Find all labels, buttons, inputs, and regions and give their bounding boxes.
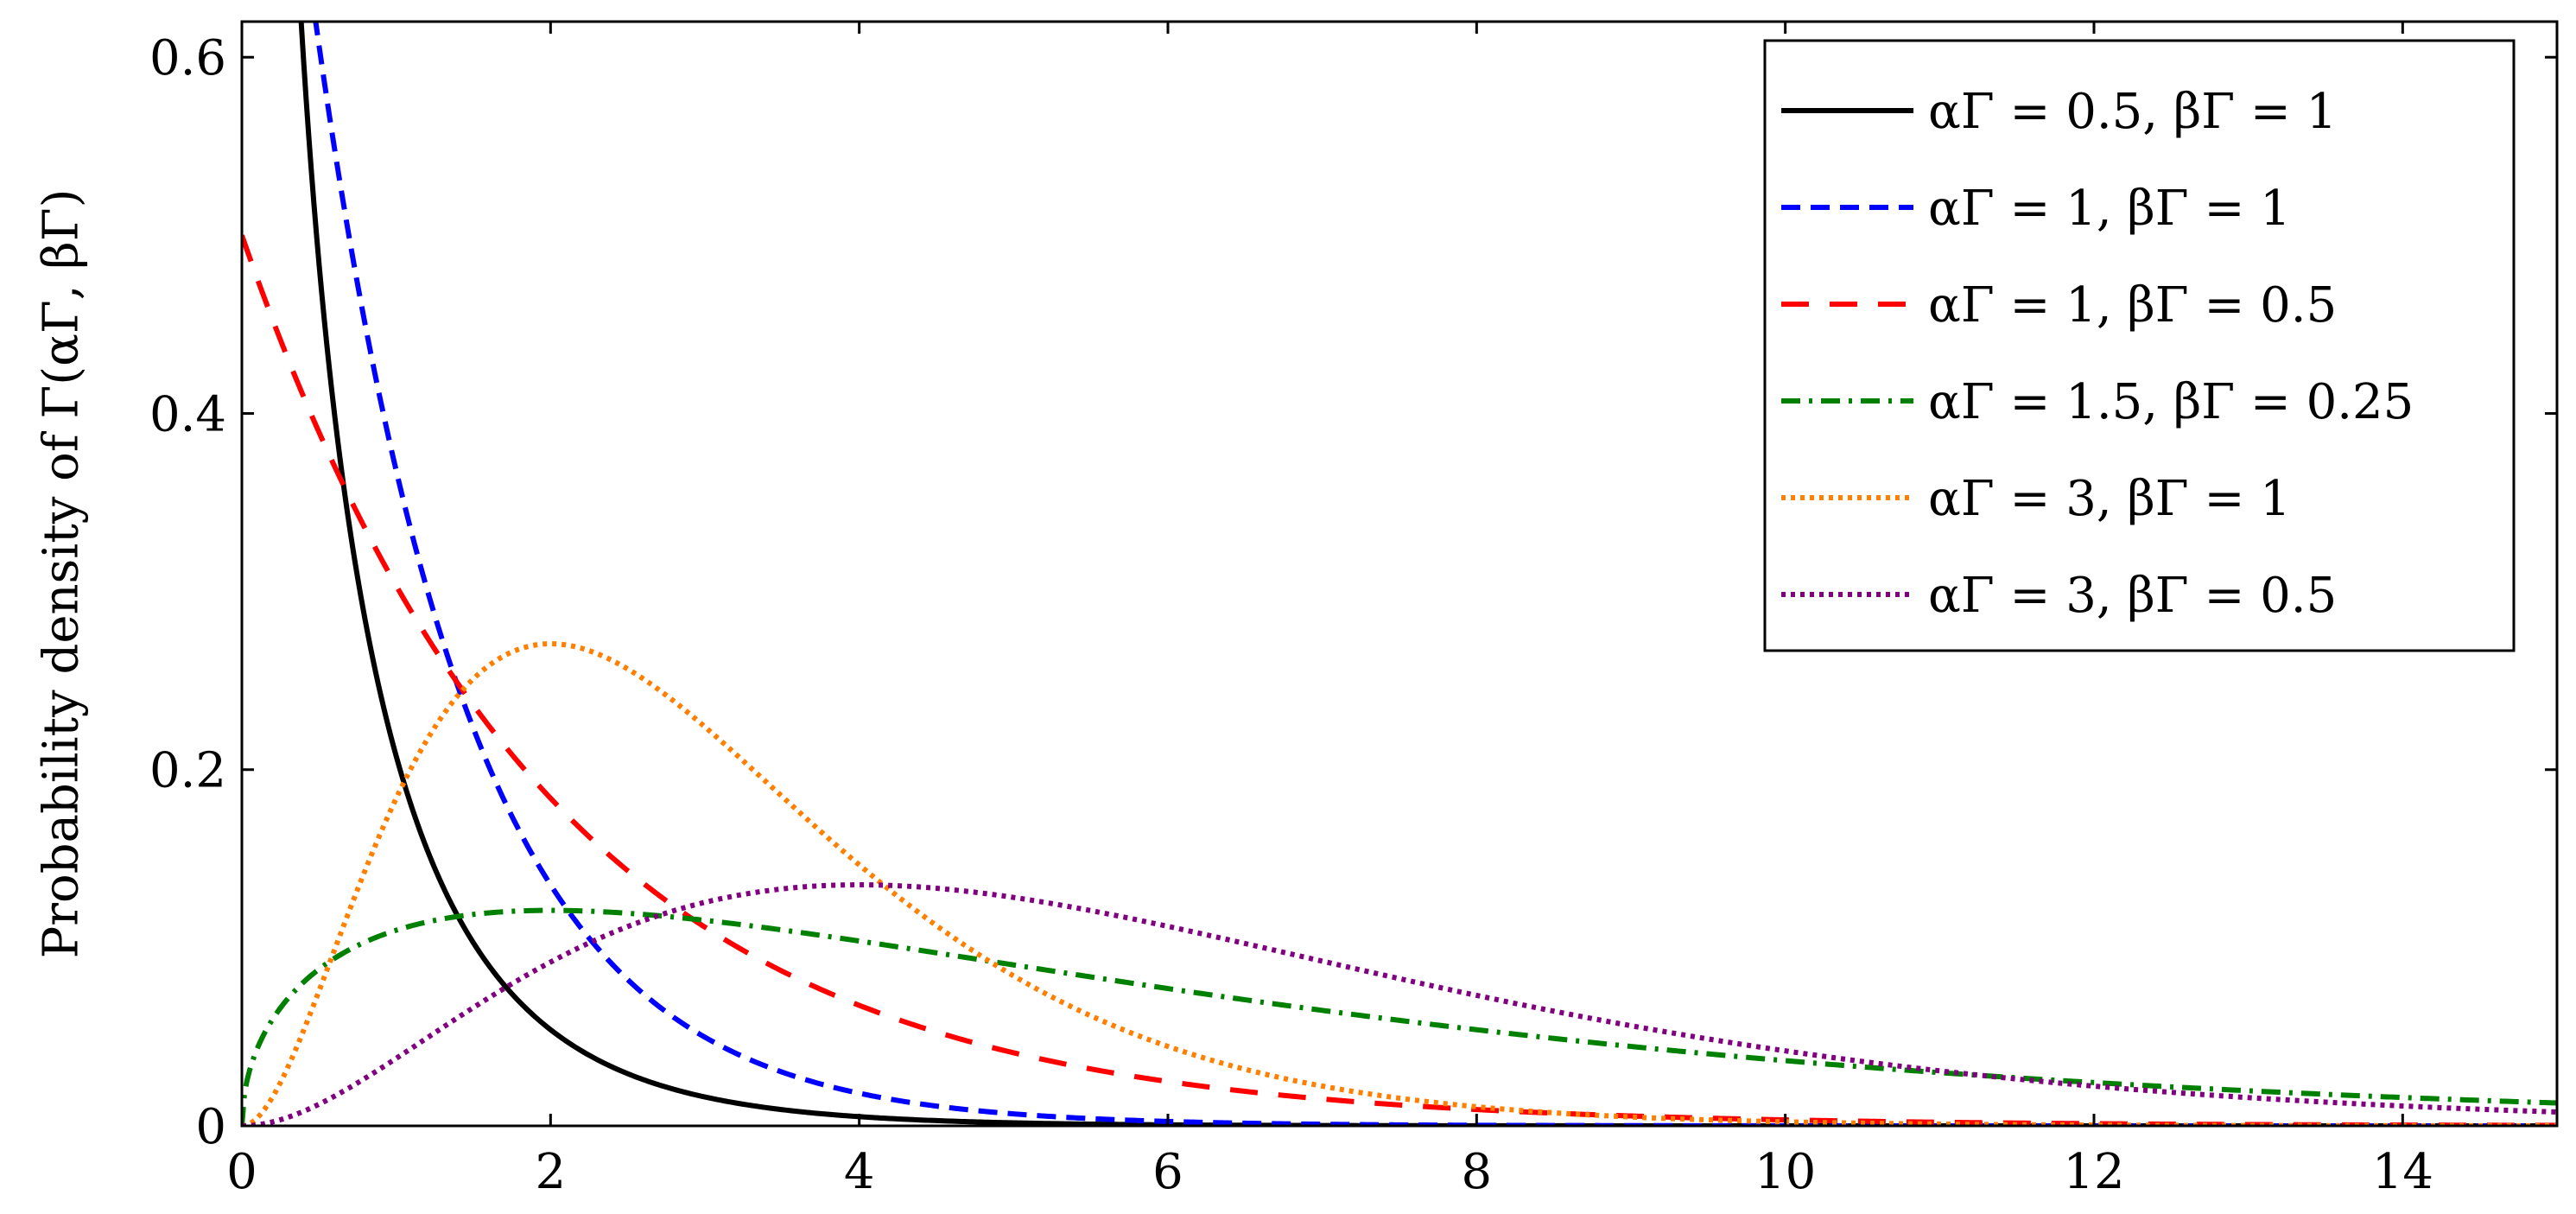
legend-box <box>1763 39 2516 652</box>
y-tick-label: 0.2 <box>149 743 226 799</box>
x-tick-label: 8 <box>1462 1144 1493 1200</box>
legend-label-1: αΓ = 0.5, βΓ = 1 <box>1928 84 2337 140</box>
x-tick-label: 12 <box>2063 1144 2124 1200</box>
legend-label-6: αΓ = 3, βΓ = 0.5 <box>1928 568 2337 624</box>
series-line-3 <box>242 234 2557 1126</box>
legend-label-4: αΓ = 1.5, βΓ = 0.25 <box>1928 374 2414 430</box>
legend-label-3: αΓ = 1, βΓ = 0.5 <box>1928 277 2337 334</box>
axis-ticks: 0 2 4 6 8 10 12 14 0 0.2 0.4 0.6 <box>149 22 2557 1200</box>
x-tick-label: 10 <box>1754 1144 1816 1200</box>
series-line-4 <box>242 907 2557 1126</box>
legend: αΓ = 0.5, βΓ = 1 αΓ = 1, βΓ = 1 αΓ = 1, βΓ… <box>1763 39 2516 652</box>
x-tick-label: 0 <box>226 1144 257 1200</box>
y-tick-label: 0.4 <box>149 386 226 442</box>
y-tick-label: 0.6 <box>149 30 226 86</box>
series-line-5 <box>242 641 2557 1126</box>
y-axis-label: Probability density of Γ(αΓ, βΓ) <box>34 189 90 959</box>
x-tick-label: 2 <box>536 1144 567 1200</box>
x-tick-label: 4 <box>844 1144 875 1200</box>
y-axis-title: Probability density of Γ(αΓ, βΓ) <box>34 189 90 959</box>
x-tick-label: 14 <box>2372 1144 2433 1200</box>
y-tick-label: 0 <box>195 1099 226 1155</box>
x-tick-label: 6 <box>1152 1144 1183 1200</box>
series-line-6 <box>242 882 2557 1126</box>
legend-label-2: αΓ = 1, βΓ = 1 <box>1928 181 2291 237</box>
legend-label-5: αΓ = 3, βΓ = 1 <box>1928 471 2291 527</box>
plot-frame <box>240 20 2559 1128</box>
